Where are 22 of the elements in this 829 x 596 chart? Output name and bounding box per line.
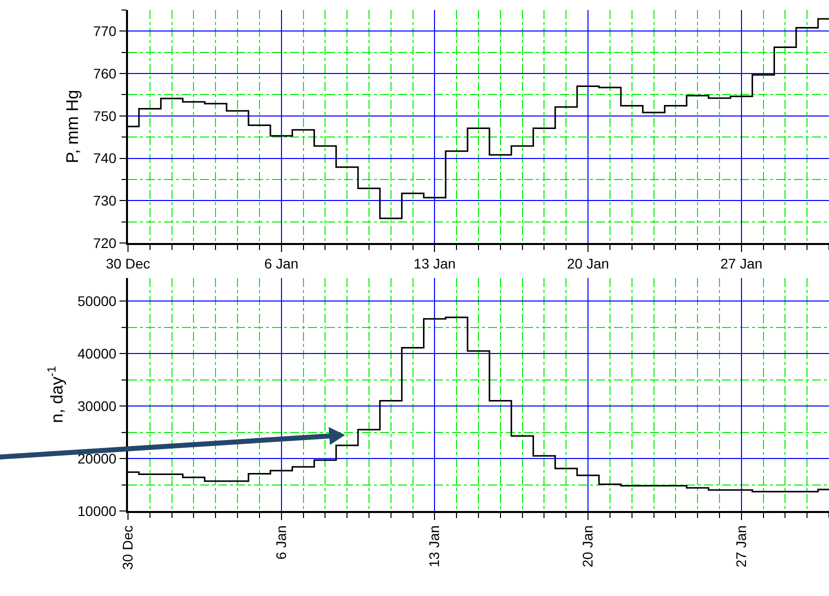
x-tick-label: 13 Jan	[414, 256, 456, 272]
y-tick-label: 10000	[78, 502, 117, 519]
y-tick-label: 750	[93, 108, 117, 124]
x-tick-label: 27 Jan	[732, 525, 749, 568]
x-tick-label: 13 Jan	[426, 525, 442, 568]
x-tick-label: 30 Dec	[120, 525, 136, 570]
x-tick-label: 20 Jan	[580, 525, 596, 568]
x-tick-label: 6 Jan	[272, 525, 289, 560]
x-tick-label: 20 Jan	[567, 256, 610, 272]
y-tick-label: 20000	[78, 450, 117, 466]
y-tick-label: 730	[93, 192, 117, 209]
y-axis-title: P, mm Hg	[63, 90, 82, 164]
y-tick-label: 40000	[78, 345, 117, 362]
x-tick-label: 6 Jan	[264, 256, 298, 272]
y-tick-label: 30000	[78, 398, 117, 414]
y-tick-label: 740	[93, 150, 117, 166]
x-tick-label: 27 Jan	[720, 256, 762, 272]
y-tick-label: 770	[93, 23, 117, 40]
y-tick-label: 50000	[78, 292, 117, 309]
y-tick-label: 720	[93, 234, 117, 251]
x-tick-label: 30 Dec	[106, 256, 150, 272]
y-tick-label: 760	[93, 65, 117, 82]
